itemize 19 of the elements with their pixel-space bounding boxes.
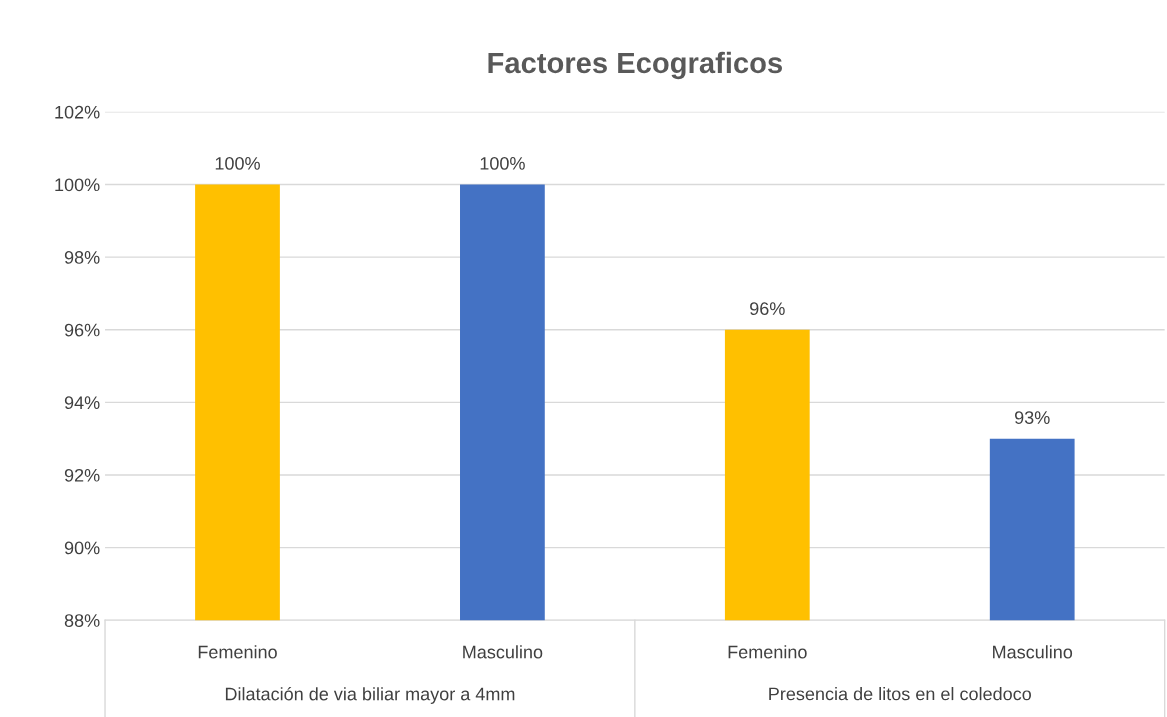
x-tick-label: Femenino xyxy=(198,645,277,659)
x-tick-label: Masculino xyxy=(993,645,1073,659)
data-label: 100% xyxy=(480,157,525,170)
y-tick-label: 92% xyxy=(64,468,100,482)
text: Presencia de litos en el coledoco xyxy=(769,687,1031,701)
y-tick-label: 96% xyxy=(64,323,100,337)
x-tick-label: Masculino xyxy=(463,645,543,659)
y-tick-label: 90% xyxy=(64,541,100,555)
chart-title: Factores Ecograficos xyxy=(488,51,782,80)
y-tick-label: 94% xyxy=(64,396,100,410)
text: Dilatación de via biliar mayor a 4mm xyxy=(225,686,515,704)
y-tick-label: 88% xyxy=(64,614,100,627)
data-label: 96% xyxy=(750,302,785,316)
x-tick-label: Femenino xyxy=(728,645,807,659)
y-tick-label: 98% xyxy=(64,251,100,264)
y-tick-label: 102% xyxy=(55,105,100,119)
y-tick-label: 100% xyxy=(55,178,100,192)
data-label: 93% xyxy=(1014,411,1050,424)
data-label: 100% xyxy=(215,157,260,170)
